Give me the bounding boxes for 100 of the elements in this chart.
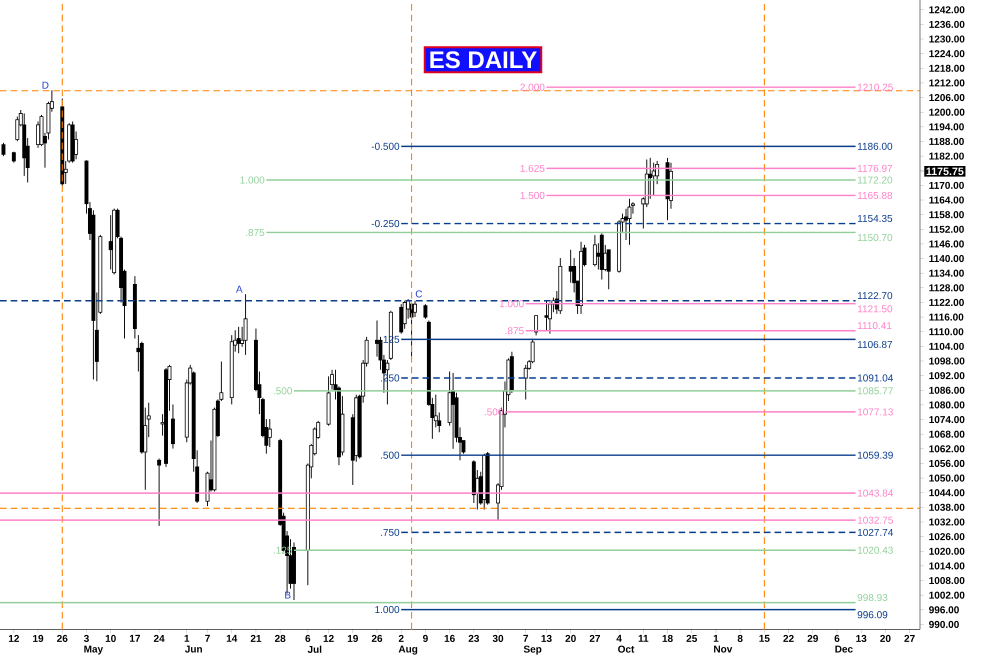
candlestick xyxy=(592,234,597,267)
candlestick xyxy=(413,300,417,318)
y-tick-label: 1206.00 xyxy=(929,94,964,102)
candlestick xyxy=(244,294,248,356)
y-tick-label: 1212.00 xyxy=(929,79,964,86)
x-tick-label: 18 xyxy=(662,634,673,642)
annotation: .500 xyxy=(274,387,292,394)
y-tick-label: 996.00 xyxy=(929,606,959,614)
annotation: 1.625 xyxy=(520,164,544,172)
x-tick-label: 27 xyxy=(904,634,915,642)
x-tick-label: 20 xyxy=(880,634,891,642)
candlestick xyxy=(534,315,538,336)
annotation: 1.000 xyxy=(375,606,400,614)
y-tick-label: 1200.00 xyxy=(929,108,964,116)
candlestick xyxy=(544,300,548,331)
x-tick-label: 26 xyxy=(57,634,68,642)
x-tick-label: 16 xyxy=(444,634,455,642)
x-tick-label: 12 xyxy=(8,634,20,642)
x-tick-label: 30 xyxy=(492,634,504,642)
x-tick-label: 19 xyxy=(33,634,44,642)
ref-line-label: 1154.35 xyxy=(858,214,892,222)
y-tick-label: 1062.00 xyxy=(929,445,964,452)
y-tick-label: 1194.00 xyxy=(929,123,964,130)
annotation: -0.500 xyxy=(372,142,400,150)
x-tick-label: 17 xyxy=(130,634,140,642)
ref-line-label: 1027.74 xyxy=(858,528,894,536)
y-tick-label: 1068.00 xyxy=(929,430,964,438)
x-tick-label: 26 xyxy=(372,634,382,642)
y-tick-label: 1050.00 xyxy=(929,474,964,482)
y-tick-label: 1098.00 xyxy=(929,357,964,365)
x-tick-label: 1 xyxy=(184,634,190,642)
candlestick xyxy=(268,418,272,448)
x-tick-label: 29 xyxy=(808,634,818,642)
x-tick-label: 20 xyxy=(565,634,576,642)
y-tick-label: 1230.00 xyxy=(929,35,964,43)
y-tick-label: 1188.00 xyxy=(929,138,964,146)
y-tick-label: 1014.00 xyxy=(929,562,964,570)
text: Jul xyxy=(308,646,322,653)
y-tick-label: 1044.00 xyxy=(929,489,964,496)
y-tick-label: 1182.00 xyxy=(929,152,964,160)
ref-line-label: 1106.87 xyxy=(858,340,892,348)
candlestick xyxy=(423,304,428,320)
x-tick-label: 7 xyxy=(205,634,210,642)
y-tick-label: 1140.00 xyxy=(929,255,964,262)
y-tick-label: 1164.00 xyxy=(929,196,964,204)
annotation: .750 xyxy=(381,528,400,536)
text: Jun xyxy=(184,646,202,653)
y-tick-label: 1092.00 xyxy=(929,372,964,380)
text: May xyxy=(84,646,104,655)
ref-line-label: 1172.20 xyxy=(858,176,892,184)
y-tick-label: 1056.00 xyxy=(929,460,964,467)
ref-line-label: 1165.88 xyxy=(858,192,892,199)
y-tick-label: 1116.00 xyxy=(929,314,964,321)
annotation: 2.000 xyxy=(520,84,544,91)
y-tick-label: 1236.00 xyxy=(929,20,964,28)
candlestick xyxy=(12,151,16,164)
text: Oct xyxy=(618,646,634,653)
annotation: 1.000 xyxy=(240,176,264,184)
y-tick-label: 1224.00 xyxy=(929,50,964,58)
x-tick-label: 4 xyxy=(616,634,622,642)
annotation: D xyxy=(42,82,48,89)
y-tick-label: 1146.00 xyxy=(929,240,964,248)
x-tick-label: 22 xyxy=(783,634,794,642)
y-tick-label: 1152.00 xyxy=(929,226,964,233)
x-tick-label: 1 xyxy=(714,634,718,642)
ref-line-label: 1032.75 xyxy=(858,516,893,524)
y-tick-label: 1134.00 xyxy=(929,270,964,277)
x-tick-label: 24 xyxy=(154,634,165,642)
y-tick-label: 1175.75 xyxy=(926,168,964,176)
annotation: .500 xyxy=(381,452,400,459)
x-tick-label: 9 xyxy=(422,634,428,642)
candlestick xyxy=(236,326,241,354)
y-tick-label: 1026.00 xyxy=(929,533,964,540)
ref-line-label: 1150.70 xyxy=(858,234,892,242)
ref-line-label: 1059.39 xyxy=(858,452,893,459)
y-tick-label: 1218.00 xyxy=(929,64,964,72)
x-tick-label: 7 xyxy=(523,634,528,642)
x-tick-label: 27 xyxy=(590,634,600,642)
y-tick-label: 990.00 xyxy=(929,620,959,628)
x-tick-label: 2 xyxy=(398,634,404,642)
x-tick-label: 10 xyxy=(106,634,116,642)
ref-line-label: 1091.04 xyxy=(858,374,894,382)
x-tick-label: 6 xyxy=(834,634,840,642)
text: Aug xyxy=(398,646,418,655)
candlestick xyxy=(2,142,6,157)
annotation: A xyxy=(236,286,243,293)
x-tick-label: 21 xyxy=(250,634,262,642)
annotation: C xyxy=(416,290,422,298)
x-tick-label: 13 xyxy=(856,634,866,642)
candlestick xyxy=(548,302,552,334)
y-tick-label: 1128.00 xyxy=(929,284,964,292)
y-tick-label: 1038.00 xyxy=(929,504,964,511)
x-tick-label: 13 xyxy=(542,634,552,642)
x-tick-label: 25 xyxy=(686,634,698,642)
text: ES DAILY xyxy=(430,51,537,68)
candlestick xyxy=(568,249,573,284)
y-tick-label: 1122.00 xyxy=(929,298,964,306)
x-tick-label: 3 xyxy=(84,634,89,642)
y-tick-label: 1032.00 xyxy=(929,518,964,526)
ref-line-label: 996.09 xyxy=(858,611,888,618)
